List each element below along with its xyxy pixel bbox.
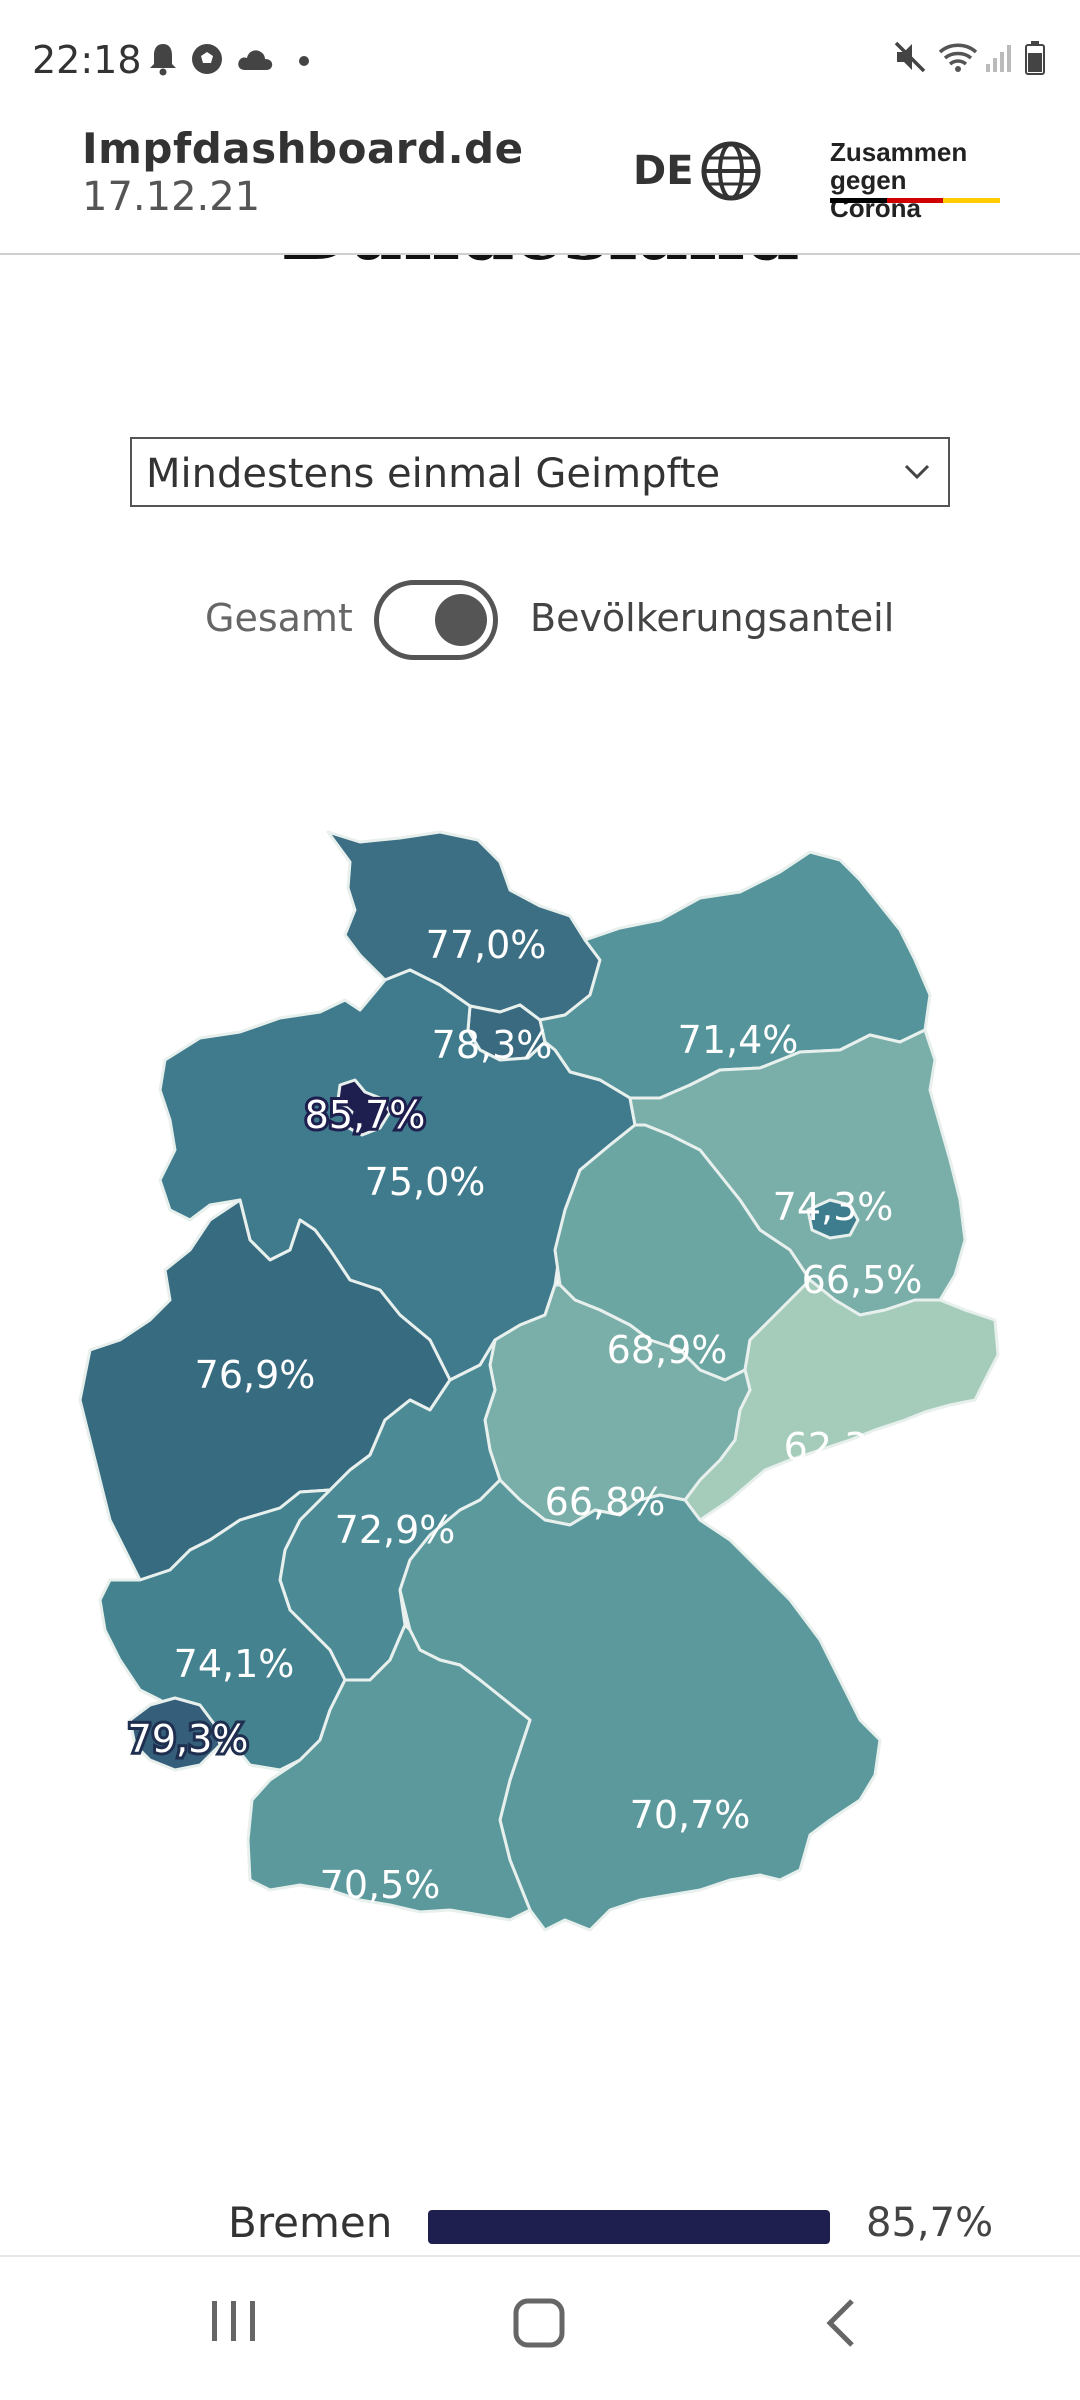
bell-icon bbox=[150, 44, 176, 76]
ranking-bar-fill bbox=[428, 2210, 830, 2244]
label-brandenburg: 66,5% bbox=[802, 1258, 923, 1302]
system-nav-bar bbox=[0, 2255, 1080, 2400]
ranking-label: Bremen bbox=[228, 2198, 393, 2247]
label-berlin: 74,3% bbox=[773, 1185, 894, 1229]
mute-icon bbox=[894, 41, 926, 73]
site-header: Impfdashboard.de 17.12.21 DE Zusammen ge… bbox=[0, 120, 1080, 255]
region-labels: 77,0% 78,3% 71,4% 85,7% 75,0% 74,3% 66,5… bbox=[125, 923, 923, 1907]
brand-logo[interactable]: Zusammen gegen Corona bbox=[830, 138, 1000, 222]
chevron-down-icon bbox=[904, 464, 930, 480]
label-sachsen: 62,3% bbox=[784, 1425, 905, 1469]
home-icon[interactable] bbox=[512, 2297, 566, 2349]
globe-icon[interactable] bbox=[700, 140, 762, 202]
metric-select-value: Mindestens einmal Geimpfte bbox=[146, 451, 721, 497]
label-nordrhein-westfalen: 76,9% bbox=[195, 1353, 316, 1397]
status-time: 22:18 bbox=[32, 38, 142, 82]
cloud-icon bbox=[238, 50, 273, 70]
metric-select[interactable]: Mindestens einmal Geimpfte bbox=[130, 437, 950, 507]
region-saarland[interactable] bbox=[128, 1696, 222, 1772]
ranking-value: 85,7% bbox=[866, 2200, 994, 2246]
label-baden-wuerttemberg: 70,5% bbox=[320, 1863, 441, 1907]
dot-icon bbox=[299, 56, 309, 66]
toggle-label-gesamt[interactable]: Gesamt bbox=[205, 596, 353, 640]
status-bar: 22:18 bbox=[0, 0, 1080, 120]
region-rheinland-pfalz[interactable] bbox=[98, 1488, 347, 1772]
soccer-icon bbox=[192, 44, 222, 74]
label-bremen: 85,7% bbox=[305, 1093, 426, 1137]
site-date: 17.12.21 bbox=[82, 174, 261, 220]
signal-icon bbox=[986, 45, 1011, 72]
brand-line-2: gegen Corona bbox=[830, 165, 921, 223]
back-icon[interactable] bbox=[822, 2297, 858, 2349]
region-berlin[interactable] bbox=[806, 1198, 860, 1240]
label-hessen: 72,9% bbox=[335, 1508, 456, 1552]
label-schleswig-holstein: 77,0% bbox=[426, 923, 547, 967]
label-bayern: 70,7% bbox=[630, 1793, 751, 1837]
label-thueringen: 66,8% bbox=[545, 1480, 666, 1524]
label-sachsen-anhalt: 68,9% bbox=[607, 1328, 728, 1372]
ranking-bar-track bbox=[428, 2210, 830, 2244]
label-saarland: 79,3% bbox=[128, 1717, 249, 1761]
brand-line-1: Zusammen bbox=[830, 137, 968, 167]
region-baden-wuerttemberg[interactable] bbox=[246, 1623, 532, 1922]
region-bremen[interactable] bbox=[336, 1078, 392, 1137]
section-heading-text: Bundesland bbox=[281, 255, 800, 278]
toggle-label-bevoelkerungsanteil[interactable]: Bevölkerungsanteil bbox=[530, 596, 895, 640]
recents-icon[interactable] bbox=[208, 2297, 260, 2345]
language-label[interactable]: DE bbox=[633, 148, 694, 194]
battery-icon bbox=[1025, 41, 1045, 75]
site-title[interactable]: Impfdashboard.de bbox=[82, 124, 524, 173]
label-hamburg: 78,3% bbox=[432, 1023, 553, 1067]
germany-map: 77,0% 78,3% 71,4% 85,7% 75,0% 74,3% 66,5… bbox=[78, 830, 1000, 1932]
label-rheinland-pfalz: 74,1% bbox=[174, 1642, 295, 1686]
section-heading: Bundesland bbox=[0, 255, 1080, 290]
brand-flag-stripe bbox=[830, 198, 1001, 203]
display-mode-toggle[interactable] bbox=[374, 580, 498, 660]
toggle-knob bbox=[435, 594, 487, 646]
label-niedersachsen: 75,0% bbox=[365, 1160, 486, 1204]
label-mecklenburg-vorpommern: 71,4% bbox=[678, 1018, 799, 1062]
wifi-icon bbox=[938, 43, 978, 72]
